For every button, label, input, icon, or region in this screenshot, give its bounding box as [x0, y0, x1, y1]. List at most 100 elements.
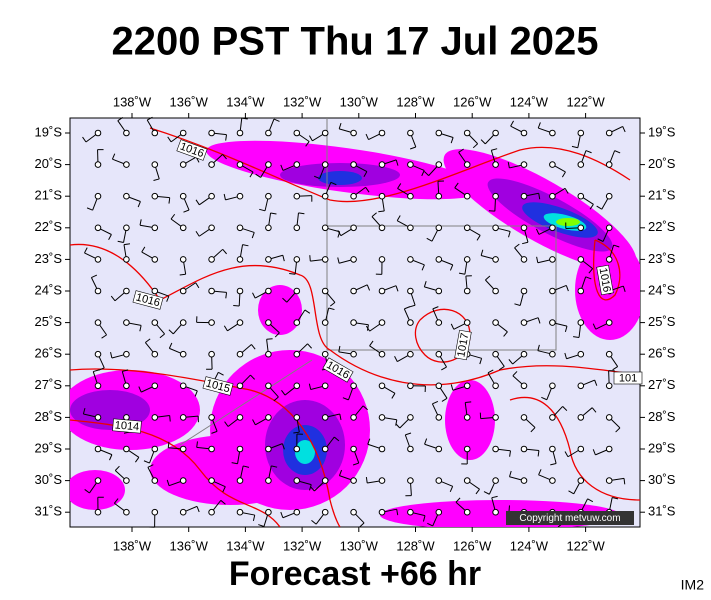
- barb-flag: [491, 148, 498, 151]
- station: [151, 508, 159, 516]
- barb-flag: [196, 441, 198, 448]
- station: [208, 287, 215, 295]
- station: [492, 129, 499, 137]
- barb-flag: [564, 325, 568, 333]
- station: [463, 161, 471, 168]
- barb-flag: [113, 498, 119, 504]
- station: [179, 224, 187, 232]
- barb-flag: [359, 522, 365, 528]
- station: [350, 287, 357, 295]
- barb-flag: [242, 244, 249, 247]
- station: [236, 161, 244, 168]
- barb-flag: [311, 519, 317, 525]
- station: [321, 350, 329, 358]
- barb-flag: [404, 306, 411, 310]
- barb-flag: [196, 506, 200, 513]
- lat-label: 28˚S: [35, 409, 63, 424]
- barb-flag: [365, 325, 371, 332]
- barb-flag: [167, 441, 170, 448]
- barb-flag: [454, 182, 459, 189]
- barb-flag: [510, 120, 514, 127]
- barb-flag: [622, 126, 626, 133]
- barb-flag: [564, 352, 567, 359]
- barb-flag: [289, 272, 296, 275]
- station: [350, 129, 357, 137]
- station: [123, 319, 130, 326]
- barb-flag: [134, 457, 140, 463]
- barb-flag: [110, 295, 116, 302]
- station: [350, 319, 357, 326]
- station: [208, 445, 215, 453]
- station: [208, 508, 215, 516]
- station: [492, 477, 499, 484]
- barb-flag: [564, 451, 569, 457]
- barb-flag: [409, 304, 416, 308]
- barb-flag: [369, 340, 374, 347]
- barb-flag: [362, 405, 368, 411]
- station: [577, 256, 585, 263]
- isobar-label-box: [596, 264, 614, 296]
- lon-label: 128˚W: [396, 94, 435, 109]
- barb-flag: [363, 171, 368, 178]
- station: [94, 382, 102, 390]
- title: 2200 PST Thu 17 Jul 2025: [112, 20, 599, 64]
- lat-label: 27˚S: [648, 377, 676, 392]
- station: [265, 414, 272, 421]
- lon-label: 136˚W: [170, 94, 209, 109]
- lat-label: 25˚S: [648, 314, 676, 329]
- station: [435, 477, 443, 484]
- station: [179, 382, 187, 390]
- lat-label: 20˚S: [648, 156, 676, 171]
- station: [350, 192, 357, 200]
- barb-flag: [243, 465, 250, 468]
- barb-flag: [365, 133, 369, 140]
- station: [321, 477, 329, 484]
- station: [350, 508, 357, 516]
- barb-flag: [183, 209, 190, 213]
- station: [94, 350, 102, 358]
- barb-flag: [514, 243, 520, 249]
- station: [236, 192, 244, 200]
- barb-flag: [455, 497, 461, 503]
- barb-flag: [168, 342, 173, 349]
- barb-flag: [139, 325, 142, 332]
- station: [435, 256, 443, 263]
- barb-flag: [397, 183, 402, 189]
- station: [179, 192, 187, 200]
- station: [605, 256, 613, 263]
- station: [435, 445, 443, 453]
- lon-label: 138˚W: [113, 538, 152, 553]
- barb-flag: [585, 150, 592, 154]
- station: [407, 287, 414, 295]
- lon-label: 126˚W: [453, 94, 492, 109]
- lon-label: 124˚W: [510, 94, 549, 109]
- station: [378, 161, 386, 168]
- region-box: [179, 118, 557, 446]
- lat-label: 23˚S: [648, 251, 676, 266]
- station: [605, 477, 613, 484]
- lat-label: 24˚S: [35, 282, 63, 297]
- station: [321, 287, 329, 295]
- barb-flag: [509, 470, 512, 477]
- isobar-label-box: [322, 357, 354, 383]
- station: [179, 161, 187, 168]
- station: [463, 477, 471, 484]
- barb-flag: [110, 352, 113, 359]
- barb-flag: [170, 213, 176, 220]
- station: [605, 224, 613, 232]
- barb-flag: [266, 338, 273, 340]
- barb-flag: [231, 462, 238, 465]
- station: [350, 414, 357, 421]
- station: [94, 192, 102, 200]
- station: [123, 224, 130, 232]
- isobar-label-box: [202, 376, 234, 396]
- barb-flag: [480, 249, 484, 256]
- station: [520, 192, 528, 200]
- barb-flag: [220, 499, 226, 505]
- station: [492, 224, 499, 232]
- station: [293, 350, 301, 358]
- station: [520, 319, 528, 326]
- station: [577, 319, 585, 326]
- barb-flag: [561, 171, 566, 178]
- barb-flag: [550, 463, 557, 466]
